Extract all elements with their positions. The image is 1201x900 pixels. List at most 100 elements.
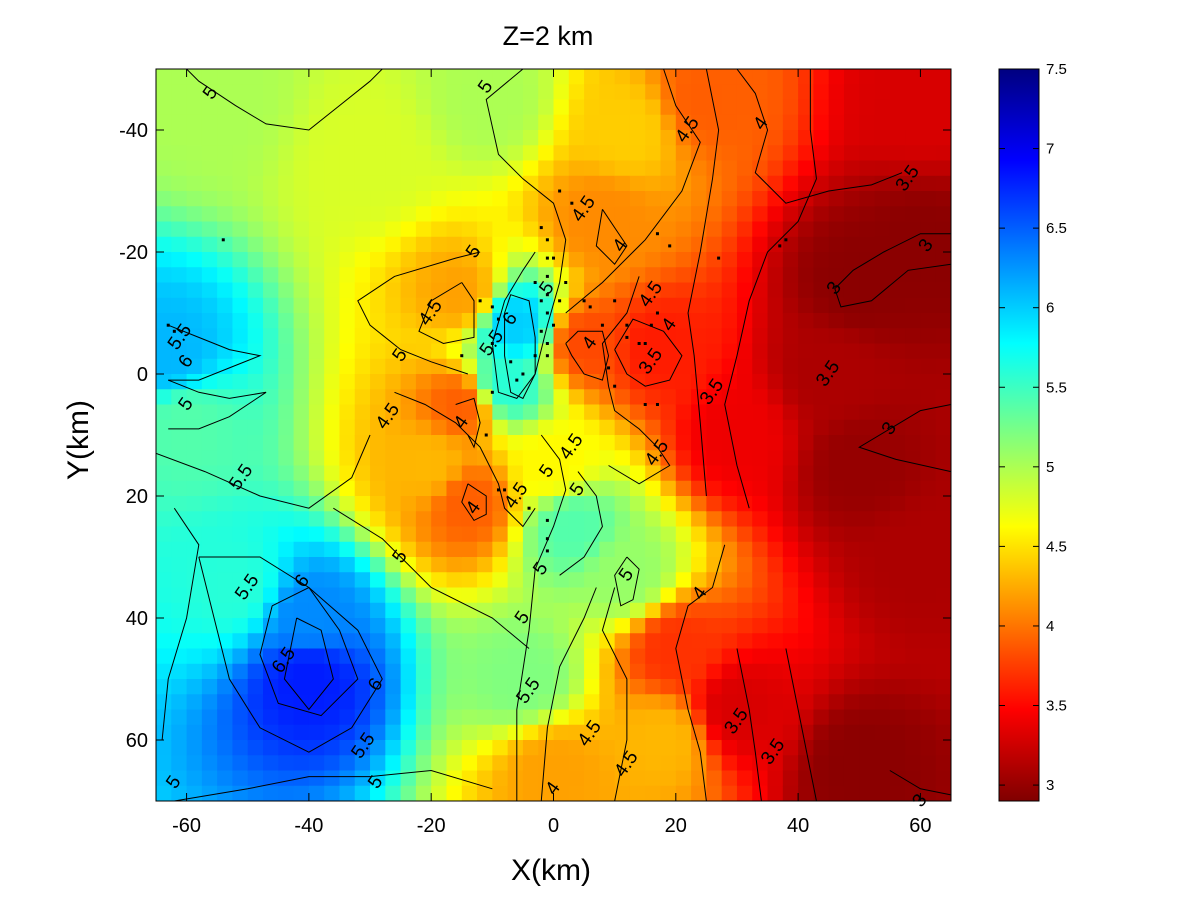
- heatmap-cell: [828, 465, 845, 482]
- heatmap-cell: [339, 679, 356, 696]
- heatmap-cell: [308, 206, 325, 223]
- heatmap-cell: [691, 191, 708, 208]
- heatmap-cell: [935, 755, 951, 772]
- heatmap-cell: [874, 374, 891, 391]
- heatmap-cell: [721, 114, 738, 131]
- heatmap-cell: [247, 328, 264, 345]
- heatmap-cell: [370, 175, 387, 192]
- heatmap-cell: [584, 694, 601, 711]
- heatmap-cell: [247, 740, 264, 757]
- heatmap-cell: [477, 602, 494, 619]
- heatmap-cell: [186, 785, 203, 801]
- heatmap-cell: [736, 191, 754, 208]
- heatmap-cell: [370, 358, 387, 375]
- heatmap-cell: [752, 465, 769, 482]
- heatmap-cell: [889, 389, 906, 406]
- heatmap-cell: [584, 419, 601, 436]
- heatmap-cell: [431, 419, 448, 436]
- heatmap-cell: [568, 709, 585, 726]
- heatmap-cell: [905, 358, 922, 375]
- heatmap-cell: [186, 374, 203, 391]
- heatmap-cell: [553, 618, 570, 635]
- heatmap-cell: [431, 252, 448, 269]
- heatmap-cell: [232, 450, 249, 467]
- heatmap-cell: [186, 724, 203, 741]
- heatmap-cell: [461, 404, 478, 421]
- heatmap-cell: [629, 740, 647, 757]
- heatmap-cell: [217, 480, 234, 497]
- heatmap-cell: [660, 602, 677, 619]
- heatmap-cell: [400, 633, 417, 650]
- heatmap-cell: [614, 526, 631, 543]
- heatmap-cell: [889, 328, 906, 345]
- heatmap-cell: [736, 785, 754, 801]
- heatmap-cell: [186, 572, 203, 589]
- heatmap-cell: [798, 297, 815, 314]
- colorbar-tick-label: 5: [1046, 459, 1054, 476]
- heatmap-cell: [415, 404, 432, 421]
- heatmap-cell: [217, 618, 234, 635]
- heatmap-cell: [584, 252, 601, 269]
- heatmap-cell: [171, 404, 188, 421]
- heatmap-cell: [553, 633, 570, 650]
- heatmap-cell: [385, 358, 402, 375]
- heatmap-cell: [400, 130, 417, 147]
- heatmap-cell: [278, 343, 295, 360]
- heatmap-cell: [675, 511, 692, 528]
- heatmap-cell: [385, 374, 402, 391]
- heatmap-cell: [232, 374, 249, 391]
- heatmap-cell: [293, 404, 310, 421]
- heatmap-cell: [629, 526, 647, 543]
- heatmap-cell: [629, 282, 647, 299]
- heatmap-cell: [354, 557, 371, 574]
- heatmap-cell: [752, 328, 769, 345]
- heatmap-cell: [324, 99, 341, 116]
- heatmap-cell: [370, 236, 387, 253]
- heatmap-cell: [263, 648, 280, 665]
- heatmap-cell: [186, 648, 203, 665]
- heatmap-cell: [171, 221, 188, 238]
- heatmap-cell: [905, 450, 922, 467]
- heatmap-cell: [706, 221, 723, 238]
- heatmap-cell: [278, 496, 295, 513]
- heatmap-cell: [477, 252, 494, 269]
- heatmap-cell: [492, 389, 509, 406]
- heatmap-cell: [186, 663, 203, 680]
- heatmap-cell: [568, 343, 585, 360]
- heatmap-cell: [568, 541, 585, 558]
- heatmap-cell: [400, 114, 417, 131]
- heatmap-cell: [186, 435, 203, 452]
- heatmap-cell: [293, 709, 310, 726]
- heatmap-cell: [798, 221, 815, 238]
- heatmap-cell: [599, 496, 616, 513]
- heatmap-cell: [217, 526, 234, 543]
- heatmap-cell: [217, 541, 234, 558]
- heatmap-cell: [385, 770, 402, 787]
- heatmap-cell: [691, 267, 708, 284]
- heatmap-cell: [859, 618, 876, 635]
- heatmap-cell: [675, 145, 692, 162]
- heatmap-cell: [675, 541, 692, 558]
- heatmap-cell: [767, 435, 784, 452]
- heatmap-cell: [798, 511, 815, 528]
- heatmap-cell: [217, 175, 234, 192]
- heatmap-cell: [905, 343, 922, 360]
- heatmap-cell: [798, 724, 815, 741]
- heatmap-cell: [920, 175, 937, 192]
- heatmap-cell: [767, 343, 784, 360]
- heatmap-cell: [859, 572, 876, 589]
- heatmap-cell: [736, 145, 754, 162]
- heatmap-cell: [324, 267, 341, 284]
- heatmap-cell: [263, 709, 280, 726]
- heatmap-cell: [905, 69, 922, 86]
- heatmap-cell: [553, 526, 570, 543]
- heatmap-cell: [431, 343, 448, 360]
- heatmap-cell: [798, 114, 815, 131]
- heatmap-cell: [217, 511, 234, 528]
- heatmap-cell: [461, 99, 478, 116]
- heatmap-cell: [278, 557, 295, 574]
- heatmap-cell: [691, 679, 708, 696]
- heatmap-cell: [263, 557, 280, 574]
- heatmap-cell: [308, 404, 325, 421]
- heatmap-cell: [217, 587, 234, 604]
